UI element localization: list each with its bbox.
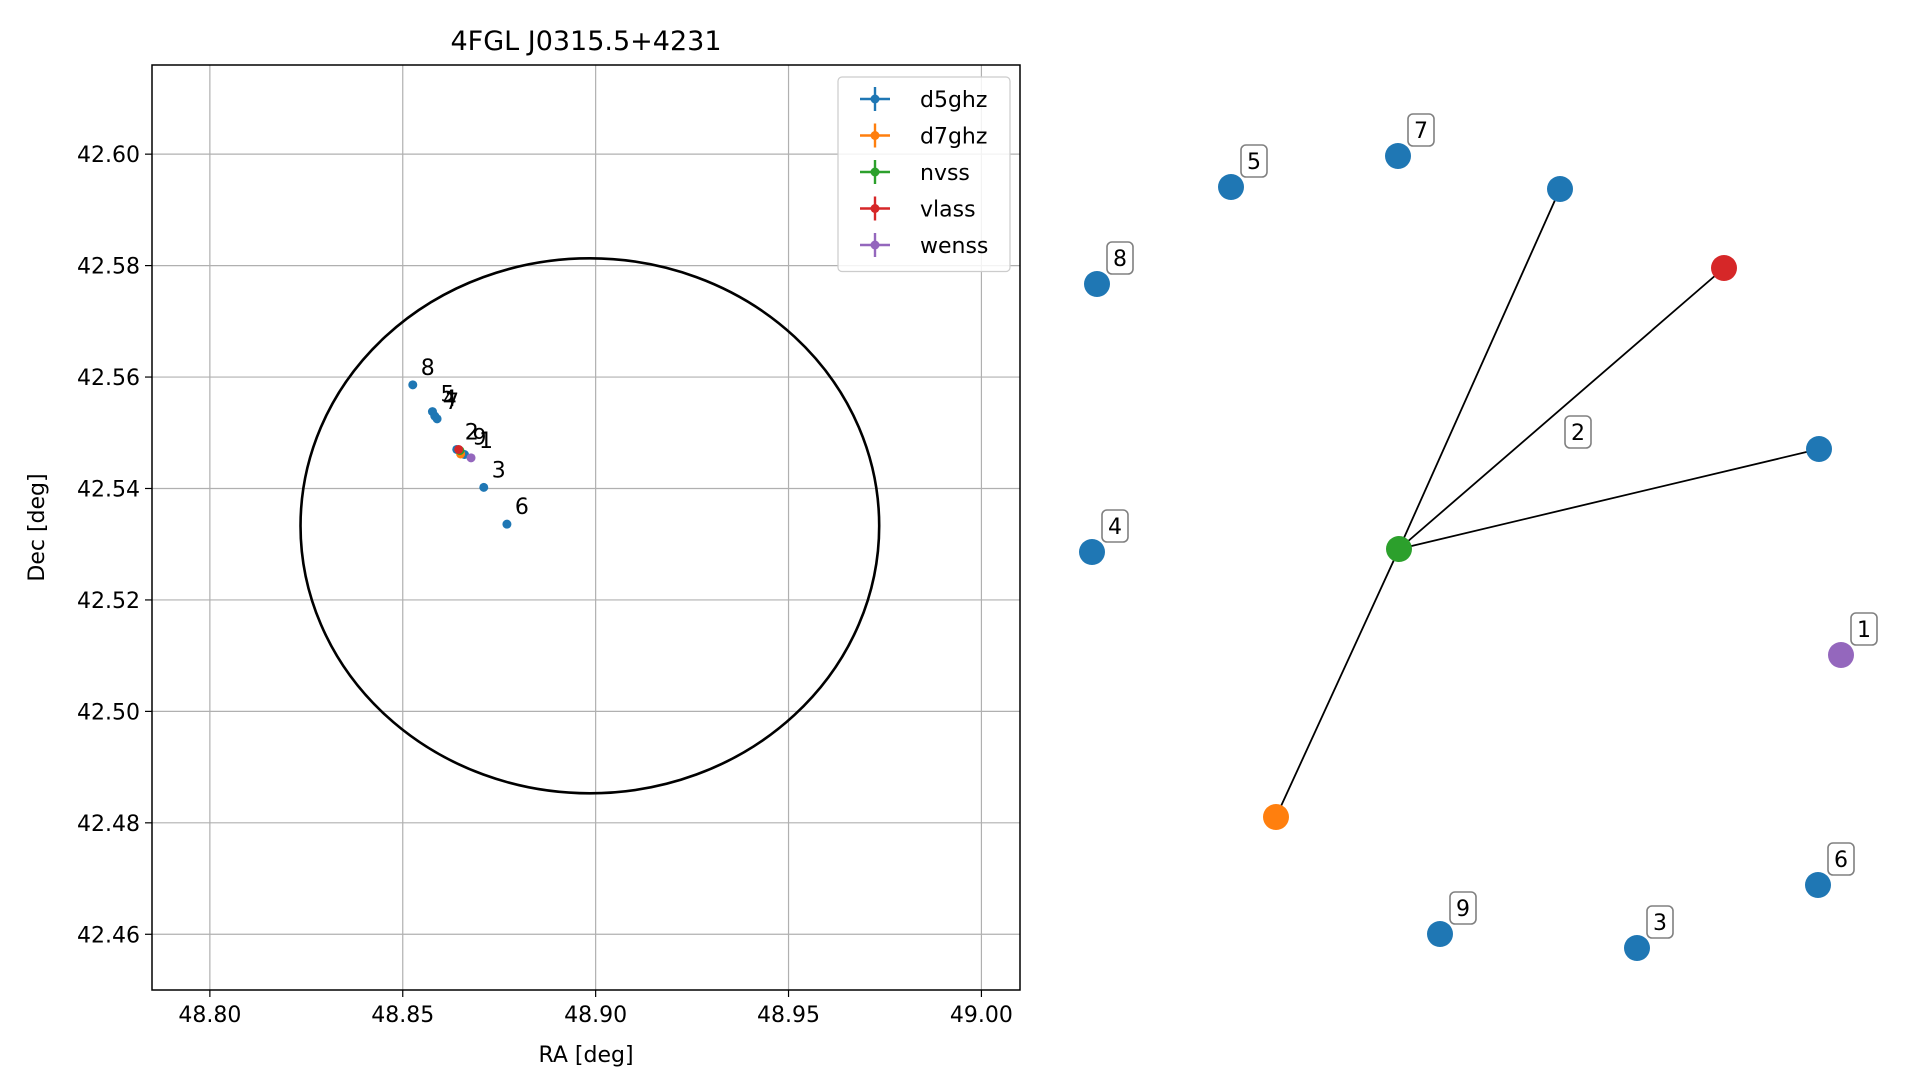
point-label: 7 [445,390,459,415]
graph-node-label-box [1827,842,1855,876]
graph-node-label-box [1850,612,1878,646]
y-tick-label: 42.58 [77,255,140,280]
legend-label: nvss [920,161,970,186]
group-label: 2 [1571,421,1585,446]
graph-node-label-box [1101,509,1129,543]
graph-edge [1398,188,1561,550]
point-d5ghz [408,380,418,390]
point-wenss [466,453,476,463]
legend-label: vlass [920,198,976,223]
graph-node [1084,271,1110,297]
x-tick-label: 48.85 [371,1003,434,1028]
y-tick-label: 42.54 [77,477,140,502]
graph-node [1385,143,1411,169]
y-tick-label: 42.50 [77,700,140,725]
graph-nodes: 7 5 8 4 9 3 6 1 [1079,113,1878,961]
graph-node-label: 1 [1857,618,1871,643]
graph-edge [1398,448,1820,550]
graph-node-label: 6 [1834,848,1848,873]
point-label: 2 [465,420,479,445]
point-d5ghz [432,414,442,424]
legend-marker-dot [870,131,880,140]
chart-title: 4FGL J0315.5+4231 [450,26,721,57]
graph-node [1263,804,1289,830]
y-tick-label: 42.60 [77,143,140,168]
axes-frame [151,64,1021,991]
ellipse-outline [299,257,881,795]
x-tick-label: 48.80 [178,1003,241,1028]
graph-node-label-box [1407,113,1435,147]
point-label: 6 [515,495,529,520]
graph-node-label: 9 [1456,897,1470,922]
y-axis-label: Dec [deg] [25,473,50,581]
point-d5ghz [502,519,512,529]
point-label: 4 [443,387,457,412]
graph-node [1805,872,1831,898]
y-tick-label: 42.46 [77,923,140,948]
legend-frame [837,76,1011,273]
graph-edge [1398,267,1725,550]
graph-node-label: 8 [1113,247,1127,272]
legend-marker-dot [870,204,880,213]
network-graph: 2 7 5 8 4 9 3 6 1 [1079,113,1878,961]
graph-node-label-box [1646,905,1674,939]
graph-node [1806,436,1832,462]
y-tick-label: 42.48 [77,812,140,837]
graph-node-label: 7 [1414,119,1428,144]
point-label: 8 [421,356,435,381]
x-tick-label: 48.90 [564,1003,627,1028]
x-axis-label: RA [deg] [538,1043,633,1068]
legend-label: d5ghz [920,88,987,113]
graph-node [1079,539,1105,565]
graph-group-label: 2 [1564,415,1592,449]
graph-node-label-box [1240,144,1268,178]
graph-edges [1275,188,1820,818]
localization-ellipse [299,257,881,795]
x-tick-label: 48.95 [757,1003,820,1028]
legend-label: wenss [920,234,988,259]
y-tick-label: 42.52 [77,589,140,614]
graph-node-label: 4 [1108,515,1122,540]
graph-node [1427,921,1453,947]
group-label-box [1564,415,1592,449]
graph-node [1711,255,1737,281]
graph-node-label: 5 [1247,150,1261,175]
graph-node-label-box [1106,241,1134,275]
graph-edge [1275,548,1400,818]
point-label: 9 [472,426,486,451]
legend-label: d7ghz [920,125,987,150]
graph-node-label-box [1449,891,1477,925]
x-axis: 48.80 48.85 48.90 48.95 49.00 [178,990,1013,1028]
x-tick-label: 49.00 [950,1003,1013,1028]
legend-marker-dot [870,167,880,177]
legend-marker-dot [870,94,880,104]
graph-node [1624,935,1650,961]
point-d5ghz [479,482,489,492]
point-label: 1 [479,429,493,454]
y-axis: 42.46 42.48 42.50 42.52 42.54 42.56 42.58 42.60 [77,143,152,948]
point-vlass [454,444,464,454]
legend: d5ghz d7ghz nvss vlass wenss [837,76,1011,273]
graph-node [1386,536,1412,562]
y-tick-label: 42.56 [77,366,140,391]
legend-marker-dot [870,240,880,250]
graph-node-label: 3 [1653,911,1667,936]
graph-node [1828,642,1854,668]
point-label: 5 [440,383,454,408]
point-label: 3 [492,458,506,483]
graph-node [1218,174,1244,200]
graph-node [1547,176,1573,202]
